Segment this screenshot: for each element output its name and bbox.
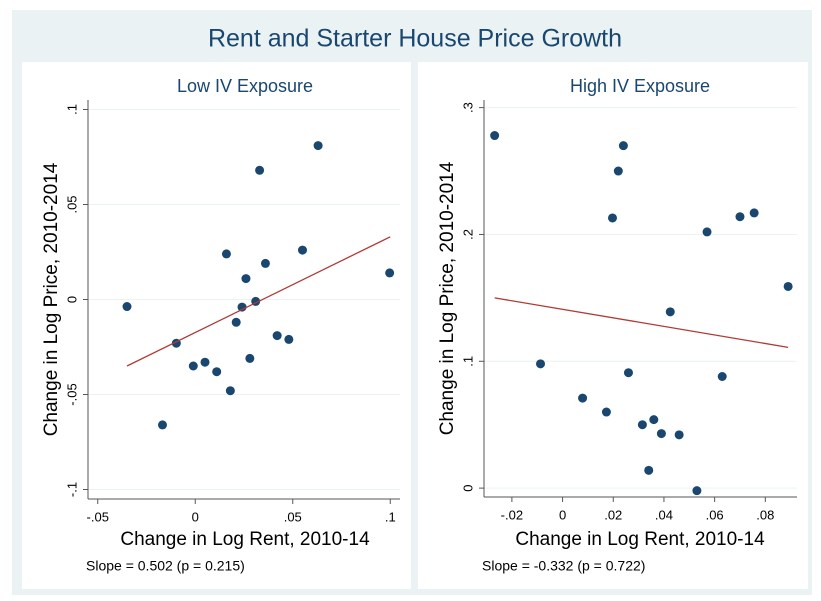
scatter-point <box>649 415 659 425</box>
scatter-point <box>644 465 654 475</box>
x-tick-label: 0 <box>192 509 199 524</box>
scatter-point <box>623 368 633 378</box>
scatter-point <box>536 359 546 369</box>
scatter-point <box>618 141 628 151</box>
x-tick-label: 0 <box>559 507 566 522</box>
panel-title: Low IV Exposure <box>177 76 313 96</box>
scatter-point <box>298 245 307 255</box>
scatter-point <box>665 307 675 317</box>
scatter-point <box>255 165 265 175</box>
scatter-point <box>272 331 282 341</box>
x-tick-label: .04 <box>655 507 673 522</box>
y-tick-label: .3 <box>460 102 475 113</box>
fit-line <box>494 297 789 348</box>
scatter-point <box>601 407 611 417</box>
y-tick-label: .1 <box>64 104 79 115</box>
x-tick-label: -.02 <box>501 507 523 522</box>
x-axis-label: Change in Log Rent, 2010-14 <box>120 529 370 550</box>
scatter-point <box>122 302 132 312</box>
y-tick-label: .05 <box>64 195 79 213</box>
scatter-point <box>221 249 231 259</box>
scatter-point <box>607 213 617 223</box>
scatter-point <box>749 208 759 218</box>
y-tick-label: 0 <box>460 485 475 492</box>
x-tick-label: -.05 <box>87 509 109 524</box>
scatter-point <box>385 268 395 278</box>
x-axis-label: Change in Log Rent, 2010-14 <box>515 529 765 550</box>
scatter-point <box>637 420 647 430</box>
scatter-point <box>717 372 727 382</box>
scatter-point <box>674 430 684 440</box>
scatter-point <box>284 334 294 344</box>
x-tick-label: .06 <box>706 507 724 522</box>
figure-title: Rent and Starter House Price Growth <box>208 25 622 53</box>
scatter-point <box>200 357 210 367</box>
scatter-point <box>313 141 323 151</box>
scatter-point <box>231 317 241 327</box>
scatter-point <box>702 227 712 237</box>
y-tick-label: 0 <box>64 296 79 303</box>
scatter-point <box>656 429 666 439</box>
panel-title: High IV Exposure <box>570 76 710 96</box>
x-tick-label: .02 <box>604 507 622 522</box>
annotation: Slope = -0.332 (p = 0.722) <box>482 558 645 574</box>
x-tick-label: .1 <box>385 509 396 524</box>
scatter-point <box>245 353 255 363</box>
scatter-point <box>225 386 235 396</box>
y-tick-label: -.05 <box>64 383 79 405</box>
y-tick-label: .2 <box>460 229 475 240</box>
scatter-point <box>188 361 198 371</box>
scatter-point <box>578 393 588 403</box>
scatter-point <box>212 367 222 377</box>
x-tick-label: .05 <box>284 509 302 524</box>
scatter-point <box>260 258 270 268</box>
y-axis-label: Change in Log Price, 2010-2014 <box>41 162 62 436</box>
x-tick-label: .08 <box>756 507 774 522</box>
scatter-point <box>613 166 623 176</box>
fit-line <box>126 236 391 367</box>
scatter-point <box>735 212 745 222</box>
scatter-point <box>783 281 793 291</box>
scatter-point <box>241 274 251 284</box>
scatter-point <box>237 302 247 312</box>
scatter-point <box>692 486 702 496</box>
annotation: Slope = 0.502 (p = 0.215) <box>86 558 245 574</box>
y-tick-label: -.1 <box>64 482 79 497</box>
panel-background <box>22 62 411 589</box>
scatter-point <box>490 131 500 141</box>
scatter-point <box>157 420 167 430</box>
y-tick-label: .1 <box>460 356 475 367</box>
y-axis-label: Change in Log Price, 2010-2014 <box>437 161 458 435</box>
